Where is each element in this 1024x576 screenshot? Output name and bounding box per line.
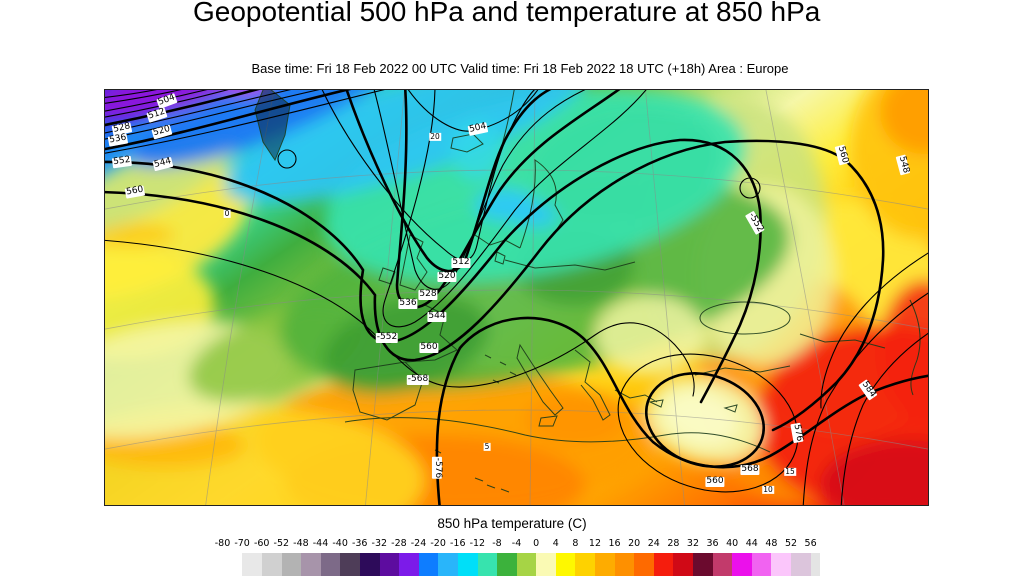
legend-tick: -16 xyxy=(449,538,466,549)
legend-tick: 32 xyxy=(686,538,700,549)
colorbar-segment xyxy=(673,553,694,576)
temperature-colorbar xyxy=(213,553,821,576)
colorbar-segment xyxy=(810,553,821,576)
colorbar-segment xyxy=(261,553,282,576)
legend-tick: 44 xyxy=(745,538,758,549)
colorbar-segment xyxy=(379,553,400,576)
colorbar-segment xyxy=(516,553,537,576)
legend-tick: 48 xyxy=(765,538,778,549)
colorbar-segment xyxy=(359,553,380,576)
colorbar-segment xyxy=(438,553,458,576)
colorbar-segment xyxy=(614,553,635,576)
map-frame: 504 512 520 528 536 544 552 560 504 512 520 528 536 5… xyxy=(104,89,929,506)
legend-title: 850 hPa temperature (C) xyxy=(437,516,587,531)
legend-tick: 40 xyxy=(726,538,739,549)
legend-tick: -8 xyxy=(492,538,502,549)
colorbar-segment xyxy=(222,553,243,576)
colorbar-segment xyxy=(320,553,341,576)
colorbar-segment xyxy=(477,553,498,576)
colorbar-segment xyxy=(751,553,772,576)
legend-ticks: -80 -70 -60 -52 -48 -44 -40 -36 -32 -28 -24 -20 -16-… xyxy=(0,538,1024,550)
colorbar-segment xyxy=(791,553,811,576)
legend-tick: 28 xyxy=(667,538,680,549)
legend-tick: -20 xyxy=(430,538,446,549)
colorbar-segment xyxy=(595,553,615,576)
colorbar-segment xyxy=(771,553,792,576)
legend-tick: -28 xyxy=(391,538,407,549)
colorbar-segment xyxy=(301,553,321,576)
legend-tick: -52 xyxy=(273,538,290,549)
colorbar-segment xyxy=(732,553,752,576)
colorbar-segment xyxy=(340,553,360,576)
legend-tick: -80 xyxy=(214,538,231,549)
colorbar-segment xyxy=(281,553,302,576)
legend-tick: -32 xyxy=(371,538,388,549)
legend-tick: -36 xyxy=(351,538,368,549)
legend-tick: 36 xyxy=(706,538,719,549)
legend-tick: -44 xyxy=(312,538,329,549)
legend-tick: -4 xyxy=(511,538,522,549)
chart-subtitle: Base time: Fri 18 Feb 2022 00 UTC Valid … xyxy=(251,61,789,76)
colorbar-segment xyxy=(457,553,478,576)
colorbar-segment xyxy=(634,553,654,576)
legend-tick: -12 xyxy=(469,538,486,549)
page-title: Geopotential 500 hPa and temperature at … xyxy=(193,0,821,27)
colorbar-segment xyxy=(555,553,576,576)
legend-tick: 8 xyxy=(572,538,579,549)
legend-tick: -48 xyxy=(293,538,309,549)
legend-tick: -70 xyxy=(234,538,250,549)
legend-tick: 12 xyxy=(588,538,601,549)
colorbar-segment xyxy=(418,553,439,576)
colorbar-segment xyxy=(653,553,674,576)
colorbar-segment xyxy=(693,553,713,576)
legend-tick: 20 xyxy=(628,538,641,549)
legend-tick: 52 xyxy=(784,538,798,549)
legend-tick: 56 xyxy=(804,538,817,549)
colorbar-segment xyxy=(242,553,262,576)
legend-tick: 24 xyxy=(647,538,660,549)
colorbar-segment xyxy=(575,553,596,576)
colorbar-segment xyxy=(712,553,733,576)
colorbar-segment xyxy=(213,553,223,576)
legend-tick: 0 xyxy=(533,538,540,549)
legend-tick: -60 xyxy=(253,538,270,549)
legend-tick: 4 xyxy=(552,538,559,549)
legend-tick: -24 xyxy=(410,538,427,549)
legend-tick: -40 xyxy=(332,538,348,549)
weather-map-canvas xyxy=(105,90,928,505)
colorbar-segment xyxy=(497,553,517,576)
colorbar-segment xyxy=(399,553,419,576)
legend-tick: 16 xyxy=(608,538,621,549)
colorbar-segment xyxy=(536,553,556,576)
